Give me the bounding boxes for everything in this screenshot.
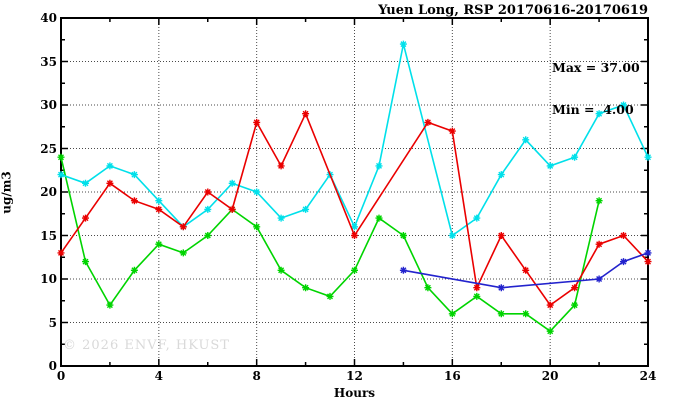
x-tick-label: 20 bbox=[541, 369, 559, 383]
x-tick-label: 24 bbox=[639, 369, 657, 383]
legend-min-label: Min = 4.00 bbox=[552, 102, 634, 117]
y-tick-label: 10 bbox=[40, 272, 57, 286]
series-markers-red bbox=[57, 110, 652, 309]
y-tick-label: 40 bbox=[40, 11, 57, 25]
x-tick-label: 4 bbox=[154, 369, 163, 383]
y-tick-label: 5 bbox=[48, 315, 57, 330]
x-tick-label: 16 bbox=[443, 369, 461, 383]
y-tick-label: 35 bbox=[40, 54, 57, 69]
chart-title: Yuen Long, RSP 20170616-20170619 bbox=[378, 3, 648, 18]
y-axis-title: ug/m3 bbox=[0, 171, 14, 214]
x-tick-label: 0 bbox=[56, 369, 66, 383]
x-axis-title: Hours bbox=[333, 386, 376, 400]
y-tick-label: 30 bbox=[40, 98, 57, 112]
plot-frame bbox=[60, 17, 649, 367]
x-tick-label: 8 bbox=[252, 369, 261, 383]
watermark: © 2026 ENVF, HKUST bbox=[63, 338, 230, 353]
y-tick-label: 15 bbox=[40, 228, 57, 243]
series-line-cyan bbox=[60, 43, 649, 237]
series-markers-blue bbox=[399, 249, 652, 292]
y-tick-label: 25 bbox=[40, 141, 57, 156]
y-tick-label: 20 bbox=[40, 185, 57, 199]
series-line-red bbox=[60, 111, 649, 307]
x-tick-label: 12 bbox=[346, 369, 363, 383]
legend-box: Max = 37.00 Min = 4.00 bbox=[552, 33, 640, 145]
y-tick-label: 0 bbox=[48, 359, 57, 373]
legend-max-label: Max = 37.00 bbox=[552, 60, 640, 75]
